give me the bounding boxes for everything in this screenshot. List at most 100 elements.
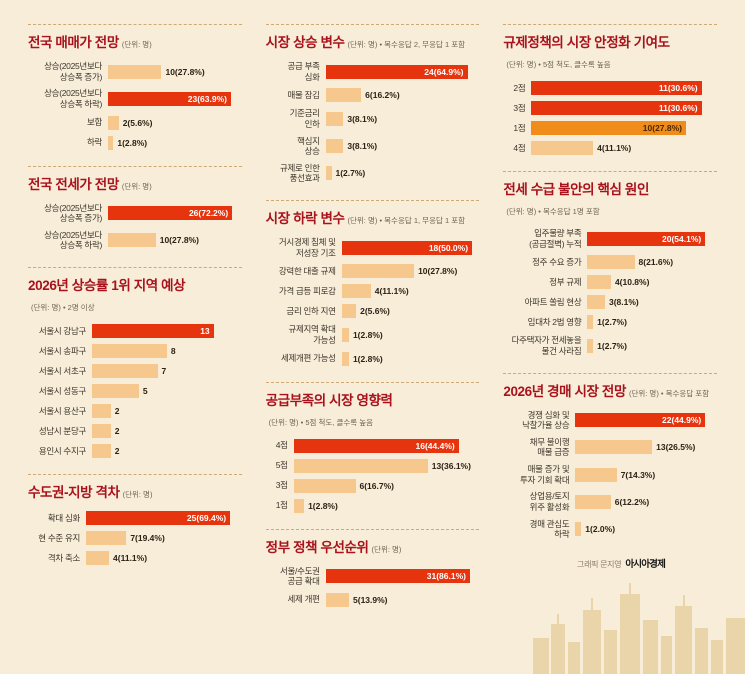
bar-track: 13: [92, 324, 242, 338]
bar-track: 13(26.5%): [575, 440, 717, 455]
bar-value: 1(2.8%): [117, 137, 148, 148]
bar-track: 4(11.1%): [86, 551, 242, 565]
bar-value: 5: [142, 386, 148, 396]
bar-track: 10(27.8%): [341, 264, 480, 279]
section-note: (단위: 명) • 복수응답 포함: [628, 388, 710, 398]
bar-value: 22(44.9%): [662, 415, 702, 426]
bar-row: 5점 13(36.1%): [266, 458, 480, 473]
bar-value: 6(16.7%): [359, 480, 395, 491]
bar: [108, 115, 119, 130]
bar-track: 22(44.9%): [575, 413, 717, 428]
section-header: 공급부족의 시장 영향력 (단위: 명) • 5점 척도, 클수록 높음: [266, 391, 480, 431]
bar-label: 상승(2025년보다 상승폭 하락): [44, 88, 102, 109]
bar-row: 세제개편 가능성 1(2.8%): [266, 351, 480, 366]
bar-label: 경쟁 심화 및 낙찰가율 상승: [522, 409, 570, 431]
section-header: 정부 정책 우선순위 (단위: 명): [266, 538, 480, 558]
bar-value: 2: [114, 406, 120, 416]
bar: [92, 364, 158, 378]
section-title: 전국 전세가 전망: [28, 176, 119, 192]
bar-label: 5점: [275, 460, 288, 471]
bar: [92, 424, 111, 438]
bar-value: 23(63.9%): [187, 93, 227, 104]
bar-label: 보합: [86, 117, 102, 128]
bar: [293, 478, 356, 493]
bar-label: 매물 잠김: [287, 89, 320, 100]
bar-track: 6(16.7%): [293, 478, 480, 493]
section-note: (단위: 명) • 5점 척도, 클수록 높음: [268, 417, 374, 427]
bar-track: 2(5.6%): [341, 304, 480, 319]
bar-value: 3(8.1%): [347, 141, 378, 152]
bar-label: 1점: [513, 122, 526, 133]
bar-row: 매물 증가 및 투자 기회 확대 7(14.3%): [503, 464, 717, 485]
bar-row: 현 수준 유지 7(19.4%): [28, 531, 242, 545]
section-title: 시장 상승 변수: [265, 35, 345, 50]
bar-row: 기준금리 인하 3(8.1%): [266, 108, 480, 129]
bar-label: 서울/수도권 공급 확대: [280, 565, 320, 587]
chart-section: 시장 상승 변수 (단위: 명) • 복수응답 2, 무응답 1 포함 공급 부족 …: [265, 24, 480, 184]
bar-track: 7: [92, 364, 242, 378]
bar-row: 거시경제 침체 및 저성장 기조 18(50.0%): [266, 237, 480, 258]
bar-value: 1(2.8%): [308, 500, 338, 511]
bar-label: 상승(2025년보다 상승폭 하락): [44, 229, 102, 251]
bar-value: 3(8.1%): [347, 113, 378, 124]
bar: 16(44.4%): [293, 438, 459, 453]
bar-value: 26(72.2%): [188, 208, 229, 219]
bar-track: 1(2.8%): [293, 498, 480, 513]
bar-row: 임대차 2법 영향 1(2.7%): [503, 315, 717, 330]
bar: [92, 444, 111, 458]
bar-label: 3점: [513, 102, 526, 113]
section-title: 정부 정책 우선순위: [265, 539, 369, 555]
bar-label: 규제로 인한 풍선효과: [280, 162, 320, 184]
chart-section: 정부 정책 우선순위 (단위: 명) 서울/수도권 공급 확대 31(86.1%) 세제…: [265, 528, 480, 607]
bar-label: 규제지역 확대 가능성: [288, 324, 336, 345]
bar-track: 1(2.8%): [341, 327, 480, 342]
bar-label: 격차 축소: [47, 552, 80, 563]
bar-row: 1점 10(27.8%): [503, 121, 717, 135]
bar-value: 2(5.6%): [360, 306, 390, 317]
bar-track: 4(11.1%): [531, 141, 717, 155]
bar: [92, 404, 111, 418]
bar-row: 확대 심화 25(69.4%): [28, 511, 242, 525]
bar-label: 강력한 대출 규제: [278, 265, 336, 276]
bar-row: 상승(2025년보다 상승폭 증가) 26(72.2%): [28, 203, 242, 224]
bar-value: 11(30.6%): [658, 103, 698, 113]
bar-label: 3점: [275, 480, 288, 491]
section-note: (단위: 명) • 복수응답 1명 포함: [506, 207, 600, 216]
section-note: (단위: 명) • 복수응답 1, 무응답 1 포함: [347, 216, 466, 225]
bar-value: 13(36.1%): [431, 460, 471, 471]
bar-track: 7(14.3%): [575, 467, 717, 482]
column: 전국 매매가 전망 (단위: 명) 상승(2025년보다 상승폭 증가) 10(27.…: [28, 24, 242, 674]
bar-track: 11(30.6%): [531, 101, 717, 115]
bar-label: 성남시 분당구: [38, 425, 86, 436]
bar-track: 26(72.2%): [108, 206, 242, 221]
bar-value: 1(2.0%): [585, 524, 616, 535]
bar-track: 2: [92, 424, 242, 438]
section-title: 시장 하락 변수: [265, 211, 345, 226]
credit: 그래픽 문지영 아시아경제: [503, 556, 717, 570]
bar: [341, 304, 357, 319]
bar-label: 가격 급등 피로감: [278, 285, 336, 296]
bar: 10(27.8%): [531, 121, 686, 135]
section-note: (단위: 명): [121, 181, 152, 191]
bar-label: 세제 개편: [287, 594, 320, 605]
bar: 22(44.9%): [575, 413, 706, 428]
bar-track: 1(2.0%): [575, 522, 717, 537]
bar: 20(54.1%): [587, 231, 706, 246]
bar-label: 다주택자가 전세놓을 물건 사라짐: [511, 335, 582, 356]
bar-value: 1(2.7%): [597, 340, 627, 351]
bar-label: 서울시 송파구: [38, 345, 86, 356]
bar: [587, 338, 594, 353]
bar-track: 3(8.1%): [587, 295, 717, 310]
bar-value: 2(5.6%): [122, 117, 153, 128]
bar-label: 아파트 쏠림 현상: [524, 296, 582, 307]
bar-value: 3(8.1%): [608, 297, 639, 308]
bar-row: 공급 부족 심화 24(64.9%): [266, 61, 480, 82]
column: 시장 상승 변수 (단위: 명) • 복수응답 2, 무응답 1 포함 공급 부족 …: [265, 24, 480, 674]
bar: [325, 88, 362, 103]
bar: [325, 592, 350, 607]
bar-label: 입주물량 부족 (공급절벽) 누적: [529, 228, 582, 249]
section-header: 전세 수급 불안의 핵심 원인 (단위: 명) • 복수응답 1명 포함: [503, 180, 717, 220]
bar-row: 입주물량 부족 (공급절벽) 누적 20(54.1%): [503, 228, 717, 249]
bar: 11(30.6%): [531, 81, 702, 95]
